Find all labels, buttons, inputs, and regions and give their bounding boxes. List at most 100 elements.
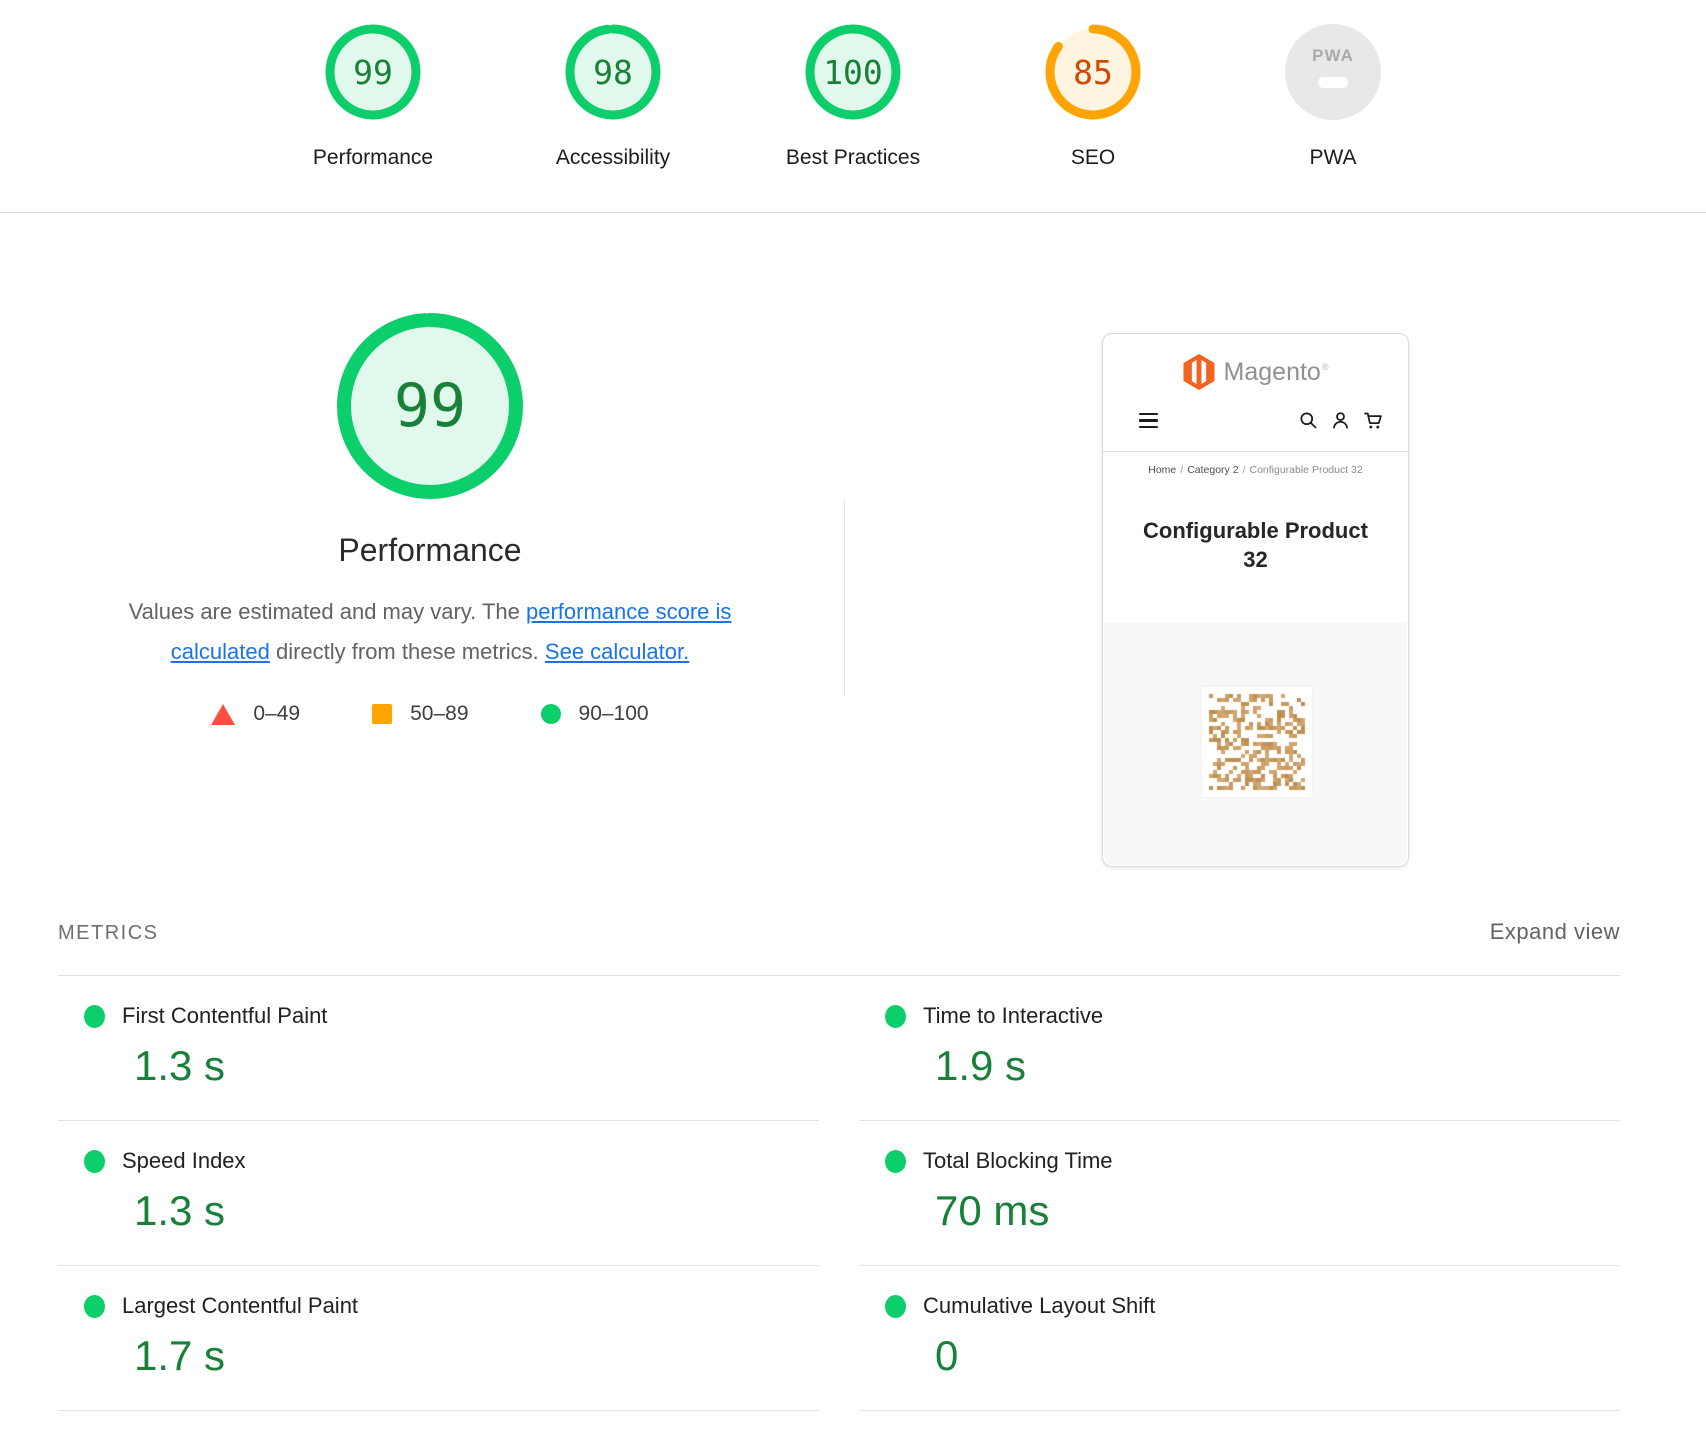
breadcrumb-home: Home	[1148, 464, 1177, 476]
scores-bar: 99 Performance 98 Accessibility 100 Best…	[0, 0, 1706, 213]
pwa-dash-icon	[1318, 77, 1348, 88]
metrics-columns: First Contentful Paint 1.3 s Speed Index…	[58, 976, 1620, 1411]
gauge-arc	[337, 313, 523, 499]
metric-label: Cumulative Layout Shift	[923, 1293, 1156, 1318]
score-label: Best Practices	[785, 146, 921, 169]
performance-summary: 99 Performance Values are estimated and …	[80, 214, 780, 726]
fail-triangle-icon	[211, 703, 236, 725]
performance-score-calculated-link[interactable]: performance score is calculated	[170, 599, 732, 664]
pass-dot-icon	[84, 1005, 105, 1028]
score-value: 98	[593, 52, 633, 92]
breadcrumb-separator: /	[1180, 464, 1184, 476]
score-label: Accessibility	[555, 146, 671, 169]
metrics-section: METRICS Expand view First Contentful Pai…	[58, 905, 1620, 1411]
average-square-icon	[372, 704, 393, 724]
pass-circle-icon	[540, 704, 561, 724]
gauge-ring-svg	[337, 313, 523, 499]
metric-label: Speed Index	[122, 1148, 246, 1173]
gauge-arc	[1045, 24, 1141, 120]
vertical-divider	[844, 500, 845, 696]
metric-total-blocking-time: Total Blocking Time 70 ms	[859, 1121, 1620, 1266]
metric-largest-contentful-paint: Largest Contentful Paint 1.7 s	[58, 1266, 819, 1411]
metric-value: 1.3 s	[134, 1042, 226, 1089]
metrics-header: METRICS Expand view	[58, 905, 1620, 976]
registered-mark: ®	[1321, 362, 1329, 373]
hamburger-menu-icon	[1139, 412, 1158, 429]
performance-score-value: 99	[393, 371, 467, 441]
breadcrumb-separator: /	[1242, 464, 1246, 476]
gauge-arc	[805, 24, 901, 120]
metric-label: Largest Contentful Paint	[122, 1293, 359, 1318]
pwa-badge-text: PWA	[1312, 46, 1354, 65]
metrics-column-right: Time to Interactive 1.9 s Total Blocking…	[859, 976, 1620, 1411]
metric-value: 70 ms	[935, 1187, 1050, 1234]
legend-pass: 90–100	[540, 702, 649, 726]
gauge-ring-svg	[325, 24, 421, 120]
performance-title: Performance	[338, 532, 522, 568]
score-label: Performance	[312, 146, 434, 169]
breadcrumb-current: Configurable Product 32	[1249, 464, 1363, 476]
cart-icon	[1364, 412, 1382, 429]
metric-label: Time to Interactive	[923, 1003, 1104, 1028]
account-icon	[1333, 412, 1348, 429]
page-screenshot-thumbnail[interactable]: Magento®	[1102, 333, 1409, 867]
score-value: 100	[823, 52, 883, 92]
score-accessibility[interactable]: 98 Accessibility	[556, 24, 670, 170]
gauge-fill	[810, 29, 896, 115]
magento-wordmark: Magento®	[1223, 357, 1329, 386]
gauge-ring-svg	[1045, 24, 1141, 120]
performance-summary-section: 99 Performance Values are estimated and …	[0, 214, 1706, 914]
best-practices-gauge: 100	[805, 24, 901, 120]
metric-speed-index: Speed Index 1.3 s	[58, 1121, 819, 1266]
thumbnail-nav-row	[1139, 410, 1384, 431]
gauge-fill	[344, 320, 516, 492]
magento-logo: Magento®	[1103, 354, 1408, 390]
gauge-fill	[570, 29, 656, 115]
metric-value: 1.9 s	[935, 1042, 1027, 1089]
pwa-badge-icon: PWA	[1285, 24, 1381, 120]
gauge-arc	[565, 24, 661, 120]
magento-mark-icon	[1183, 354, 1215, 390]
thumbnail-divider	[1103, 451, 1408, 452]
thumbnail-nav-icons	[1298, 410, 1384, 431]
metric-first-contentful-paint: First Contentful Paint 1.3 s	[58, 976, 819, 1121]
search-icon	[1300, 412, 1317, 429]
legend-range: 50–89	[410, 702, 469, 725]
score-legend: 0–49 50–89 90–100	[80, 702, 780, 726]
pass-dot-icon	[885, 1150, 906, 1173]
metric-value: 1.3 s	[134, 1187, 226, 1234]
score-seo[interactable]: 85 SEO	[1045, 24, 1141, 170]
score-pwa[interactable]: PWA PWA	[1285, 24, 1381, 170]
score-best-practices[interactable]: 100 Best Practices	[786, 24, 920, 170]
product-image-noise	[1202, 687, 1312, 797]
see-calculator-link[interactable]: See calculator.	[544, 639, 690, 664]
score-label: PWA	[1309, 146, 1357, 169]
gauge-ring-svg	[565, 24, 661, 120]
performance-big-gauge[interactable]: 99	[332, 308, 528, 504]
description-text: directly from these metrics.	[269, 639, 545, 664]
product-title: Configurable Product 32	[1143, 518, 1368, 572]
gauge-fill	[330, 29, 416, 115]
metric-label: Total Blocking Time	[923, 1148, 1113, 1173]
gauge-ring-svg	[805, 24, 901, 120]
score-performance[interactable]: 99 Performance	[313, 24, 433, 170]
legend-average: 50–89	[372, 702, 469, 726]
legend-range: 0–49	[253, 702, 301, 725]
metrics-column-left: First Contentful Paint 1.3 s Speed Index…	[58, 976, 819, 1411]
pass-dot-icon	[84, 1295, 105, 1318]
legend-range: 90–100	[578, 702, 649, 725]
product-image	[1202, 687, 1312, 797]
metric-cumulative-layout-shift: Cumulative Layout Shift 0	[859, 1266, 1620, 1411]
performance-description: Values are estimated and may vary. The p…	[90, 592, 770, 672]
gauge-arc	[325, 24, 421, 120]
metric-label: First Contentful Paint	[122, 1003, 328, 1028]
gauge-fill	[1050, 29, 1136, 115]
legend-fail: 0–49	[211, 702, 300, 726]
expand-view-button[interactable]: Expand view	[1489, 919, 1620, 944]
accessibility-gauge: 98	[565, 24, 661, 120]
metrics-heading: METRICS	[58, 922, 159, 944]
seo-gauge: 85	[1045, 24, 1141, 120]
score-value: 85	[1073, 52, 1113, 92]
breadcrumb-category: Category 2	[1187, 464, 1239, 476]
metric-time-to-interactive: Time to Interactive 1.9 s	[859, 976, 1620, 1121]
